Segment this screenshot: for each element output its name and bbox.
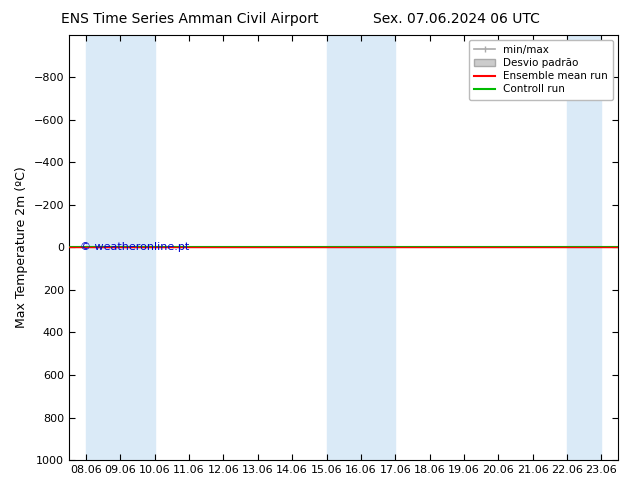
Bar bbox=[120, 35, 155, 460]
Text: Sex. 07.06.2024 06 UTC: Sex. 07.06.2024 06 UTC bbox=[373, 12, 540, 26]
Bar bbox=[361, 35, 395, 460]
Bar bbox=[86, 35, 120, 460]
Legend: min/max, Desvio padrão, Ensemble mean run, Controll run: min/max, Desvio padrão, Ensemble mean ru… bbox=[469, 40, 613, 99]
Bar bbox=[567, 35, 601, 460]
Y-axis label: Max Temperature 2m (ºC): Max Temperature 2m (ºC) bbox=[15, 167, 28, 328]
Bar bbox=[327, 35, 361, 460]
Text: ENS Time Series Amman Civil Airport: ENS Time Series Amman Civil Airport bbox=[61, 12, 319, 26]
Text: © weatheronline.pt: © weatheronline.pt bbox=[80, 243, 189, 252]
